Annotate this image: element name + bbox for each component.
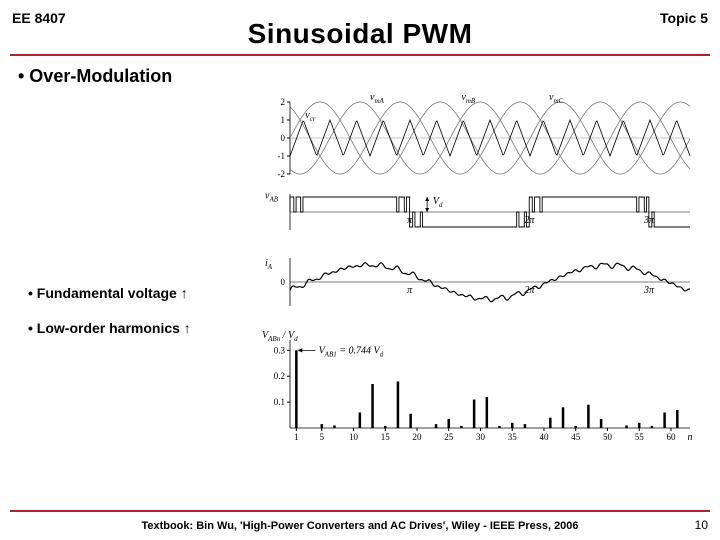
svg-text:VABn / Vd: VABn / Vd: [262, 330, 298, 343]
svg-text:-2: -2: [278, 169, 286, 179]
svg-text:0: 0: [281, 133, 286, 143]
svg-text:2π: 2π: [524, 285, 535, 296]
svg-text:30: 30: [476, 432, 486, 442]
svg-text:60: 60: [666, 432, 676, 442]
sub-bullet-1: • Fundamental voltage ↑: [28, 285, 188, 301]
svg-text:iA: iA: [265, 258, 273, 271]
svg-text:40: 40: [539, 432, 549, 442]
main-bullet-text: • Over-Modulation: [18, 66, 172, 87]
svg-text:2: 2: [281, 97, 286, 107]
svg-text:3π: 3π: [643, 215, 655, 226]
svg-text:VAB1 = 0.744 Vd: VAB1 = 0.744 Vd: [319, 345, 384, 358]
svg-text:vmB: vmB: [461, 92, 476, 105]
svg-text:Vd: Vd: [433, 196, 443, 209]
footer-citation: Textbook: Bin Wu, 'High-Power Converters…: [0, 520, 720, 532]
svg-text:55: 55: [635, 432, 645, 442]
svg-text:50: 50: [603, 432, 613, 442]
svg-text:vAB: vAB: [265, 191, 279, 204]
svg-text:0.2: 0.2: [274, 371, 285, 381]
slide-title: Sinusoidal PWM: [0, 18, 720, 50]
svg-text:vmC: vmC: [549, 92, 564, 105]
svg-text:35: 35: [508, 432, 518, 442]
svg-text:3π: 3π: [643, 285, 655, 296]
svg-text:π: π: [407, 285, 413, 296]
svg-text:0.3: 0.3: [274, 345, 286, 355]
svg-text:2π: 2π: [524, 215, 535, 226]
svg-text:-1: -1: [278, 151, 286, 161]
svg-text:0: 0: [281, 277, 286, 287]
svg-text:vmA: vmA: [370, 92, 385, 105]
svg-text:0.1: 0.1: [274, 397, 285, 407]
divider-top: [10, 54, 710, 56]
figure-area: -2-1012vmAvmBvmCvcrVdπ2π3πvAB0π2π3πiA0.1…: [260, 88, 710, 486]
page-number: 10: [695, 518, 708, 532]
svg-text:10: 10: [349, 432, 359, 442]
svg-text:5: 5: [319, 432, 324, 442]
svg-text:45: 45: [571, 432, 581, 442]
svg-text:25: 25: [444, 432, 454, 442]
svg-text:1: 1: [281, 115, 286, 125]
divider-bottom: [10, 510, 710, 512]
sub-bullet-2: • Low-order harmonics ↑: [28, 320, 191, 336]
svg-text:1: 1: [294, 432, 299, 442]
svg-text:15: 15: [381, 432, 391, 442]
svg-text:20: 20: [412, 432, 422, 442]
svg-text:vcr: vcr: [305, 110, 316, 123]
svg-text:n: n: [688, 432, 693, 443]
